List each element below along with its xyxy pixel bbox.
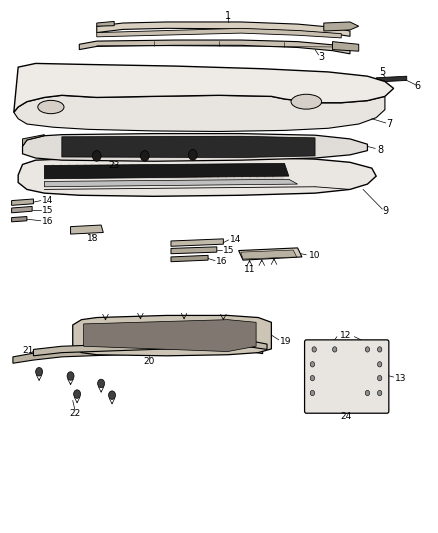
Polygon shape <box>12 199 33 205</box>
Text: 16: 16 <box>216 257 228 266</box>
Text: 23: 23 <box>109 161 120 170</box>
Text: 1: 1 <box>225 11 231 21</box>
Text: 22: 22 <box>69 409 81 418</box>
Polygon shape <box>14 63 394 112</box>
Text: 14: 14 <box>230 236 241 245</box>
Text: 3: 3 <box>318 52 325 61</box>
Polygon shape <box>73 316 272 356</box>
FancyBboxPatch shape <box>304 340 389 413</box>
Circle shape <box>98 379 105 387</box>
Text: 13: 13 <box>395 374 406 383</box>
Circle shape <box>109 391 116 399</box>
Polygon shape <box>97 28 341 38</box>
Circle shape <box>378 362 382 367</box>
Polygon shape <box>33 340 267 356</box>
Polygon shape <box>71 225 103 234</box>
Text: 11: 11 <box>244 265 255 274</box>
Text: 6: 6 <box>415 81 421 91</box>
Polygon shape <box>241 250 297 259</box>
Polygon shape <box>14 95 385 132</box>
Circle shape <box>365 347 370 352</box>
Circle shape <box>35 368 42 376</box>
Text: 10: 10 <box>308 252 320 260</box>
Circle shape <box>378 375 382 381</box>
Text: 15: 15 <box>42 206 54 215</box>
Polygon shape <box>332 42 359 51</box>
Polygon shape <box>22 134 367 161</box>
Text: 16: 16 <box>42 217 54 226</box>
Circle shape <box>365 390 370 395</box>
Polygon shape <box>97 22 350 36</box>
Circle shape <box>310 390 314 395</box>
Ellipse shape <box>38 100 64 114</box>
Circle shape <box>332 347 337 352</box>
Text: 19: 19 <box>280 337 292 346</box>
Circle shape <box>378 390 382 395</box>
Circle shape <box>310 362 314 367</box>
Polygon shape <box>171 239 223 246</box>
Text: 15: 15 <box>223 246 235 255</box>
Text: 21: 21 <box>22 346 33 355</box>
Circle shape <box>188 150 197 160</box>
Polygon shape <box>171 255 208 262</box>
Polygon shape <box>44 164 289 179</box>
Text: 12: 12 <box>340 331 351 340</box>
Text: 7: 7 <box>386 119 392 129</box>
Circle shape <box>141 151 149 161</box>
Text: 5: 5 <box>380 68 386 77</box>
Polygon shape <box>79 40 350 54</box>
Circle shape <box>67 372 74 380</box>
Polygon shape <box>22 135 44 147</box>
Text: 20: 20 <box>144 357 155 366</box>
Polygon shape <box>239 248 302 260</box>
Polygon shape <box>12 216 27 222</box>
Polygon shape <box>376 76 407 82</box>
Text: 14: 14 <box>42 196 53 205</box>
Text: 8: 8 <box>378 144 384 155</box>
Circle shape <box>92 151 101 161</box>
Ellipse shape <box>291 94 321 109</box>
Circle shape <box>310 375 314 381</box>
Polygon shape <box>97 21 114 26</box>
Polygon shape <box>324 22 359 31</box>
Polygon shape <box>44 179 297 187</box>
Circle shape <box>74 390 81 398</box>
Text: 18: 18 <box>87 235 98 244</box>
Polygon shape <box>18 157 376 196</box>
Polygon shape <box>62 136 315 158</box>
Circle shape <box>378 347 382 352</box>
Polygon shape <box>12 206 32 213</box>
Text: 24: 24 <box>340 412 351 421</box>
Polygon shape <box>84 320 256 352</box>
Text: 9: 9 <box>383 206 389 216</box>
Circle shape <box>312 347 316 352</box>
Polygon shape <box>13 344 263 364</box>
Polygon shape <box>171 247 217 254</box>
